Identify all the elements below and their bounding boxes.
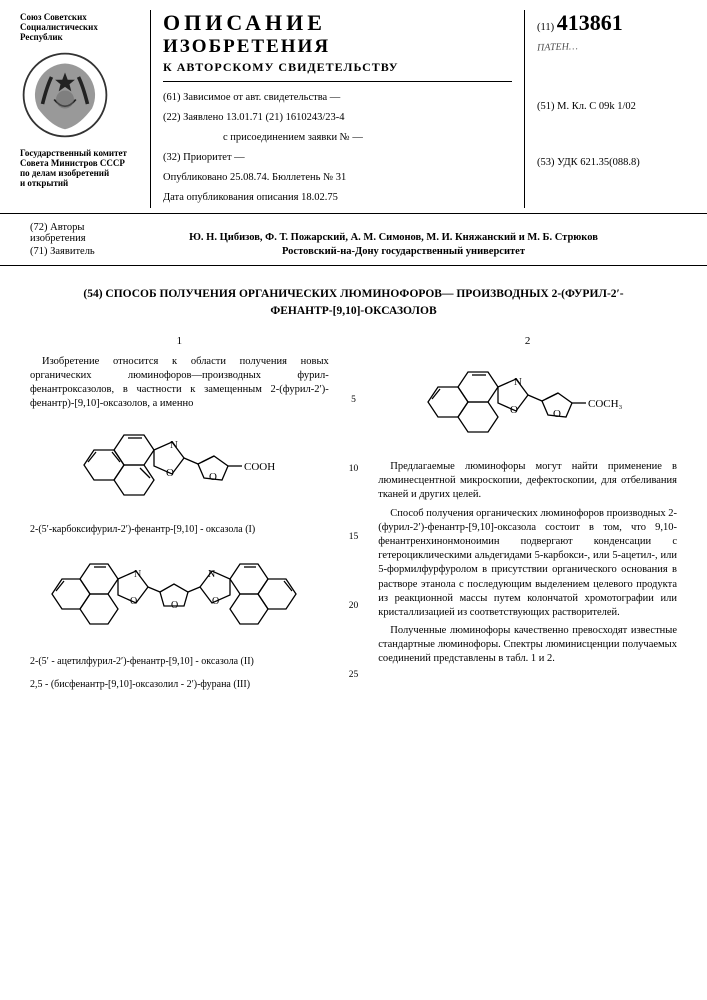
line-number: 15 bbox=[349, 531, 359, 544]
committee-line: Государственный комитет bbox=[20, 148, 150, 158]
label-72: (72) Авторы bbox=[30, 222, 110, 233]
issuer-line: Республик bbox=[20, 32, 150, 42]
compound-label-I: 2-(5′-карбоксифурил-2′)-фенантр-[9,10] -… bbox=[30, 523, 329, 537]
issuer-line: Союз Советских bbox=[20, 12, 150, 22]
line-number: 20 bbox=[349, 600, 359, 613]
classification-column: (11) 413861 ПАТЕН… (51) М. Кл. C 09k 1/0… bbox=[525, 10, 687, 208]
ussr-emblem-icon bbox=[20, 50, 110, 140]
svg-text:N: N bbox=[514, 376, 522, 388]
field-53: (53) УДК 621.35(088.8) bbox=[537, 157, 687, 168]
svg-text:O: O bbox=[171, 600, 178, 611]
committee-line: по делам изобретений bbox=[20, 168, 150, 178]
paragraph: Полученные люминофоры качественно превос… bbox=[378, 624, 677, 667]
doc-subtitle: К АВТОРСКОМУ СВИДЕТЕЛЬСТВУ bbox=[163, 60, 512, 75]
committee-line: Совета Министров СССР bbox=[20, 158, 150, 168]
doc-title-1: ОПИСАНИЕ bbox=[163, 10, 512, 36]
body-columns: 1 Изобретение относится к области получе… bbox=[0, 334, 707, 701]
chemical-structure-II: N O O COCH₃ bbox=[378, 357, 677, 452]
formula-label-coch3: COCH₃ bbox=[588, 398, 623, 410]
formula-label-cooh: COOH bbox=[244, 461, 275, 473]
divider bbox=[163, 81, 512, 82]
svg-text:O: O bbox=[212, 596, 219, 607]
field-61: (61) Зависимое от авт. свидетельства — bbox=[163, 88, 512, 108]
doc-title-block: ОПИСАНИЕ ИЗОБРЕТЕНИЯ К АВТОРСКОМУ СВИДЕТ… bbox=[163, 10, 512, 75]
svg-text:O: O bbox=[553, 408, 561, 420]
svg-text:O: O bbox=[510, 404, 518, 416]
doc-title-2: ИЗОБРЕТЕНИЯ bbox=[163, 36, 512, 58]
svg-text:O: O bbox=[166, 467, 174, 479]
compound-label-II: 2-(5′ - ацетилфурил-2′)-фенантр-[9,10] -… bbox=[30, 655, 329, 669]
field-32: (32) Приоритет — bbox=[163, 148, 512, 168]
line-number: 10 bbox=[349, 463, 359, 476]
author-names: Ю. Н. Цибизов, Ф. Т. Пожарский, А. М. Си… bbox=[110, 222, 677, 244]
header: Союз Советских Социалистических Республи… bbox=[0, 0, 707, 214]
svg-text:O: O bbox=[209, 471, 217, 483]
invention-title: (54) СПОСОБ ПОЛУЧЕНИЯ ОРГАНИЧЕСКИХ ЛЮМИН… bbox=[0, 266, 707, 335]
label-72b: изобретения bbox=[30, 233, 110, 244]
paragraph: Предлагаемые люминофоры могут найти прим… bbox=[378, 460, 677, 503]
line-number: 25 bbox=[349, 669, 359, 682]
title-column: ОПИСАНИЕ ИЗОБРЕТЕНИЯ К АВТОРСКОМУ СВИДЕТ… bbox=[150, 10, 525, 208]
paragraph: Изобретение относится к области получени… bbox=[30, 355, 329, 412]
col-number: 1 bbox=[30, 334, 329, 349]
bibliographic-data: (61) Зависимое от авт. свидетельства — (… bbox=[163, 88, 512, 208]
field-pubdate: Дата опубликования описания 18.02.75 bbox=[163, 188, 512, 208]
field-publication: Опубликовано 25.08.74. Бюллетень № 31 bbox=[163, 168, 512, 188]
applicant-name: Ростовский-на-Дону государственный униве… bbox=[130, 246, 677, 257]
field-51: (51) М. Кл. C 09k 1/02 bbox=[537, 101, 687, 112]
svg-text:N: N bbox=[208, 569, 215, 580]
chemical-structure-I: N O O COOH bbox=[30, 420, 329, 515]
line-number: 5 bbox=[351, 394, 356, 407]
patent-number: 413861 bbox=[557, 10, 623, 35]
paragraph: Способ получения органических люминофоро… bbox=[378, 507, 677, 620]
column-2: 2 N O O bbox=[378, 334, 677, 701]
svg-text:N: N bbox=[134, 569, 141, 580]
label-71: (71) Заявитель bbox=[30, 246, 130, 257]
authors-block: (72) Авторы изобретения Ю. Н. Цибизов, Ф… bbox=[0, 214, 707, 266]
line-number-gutter: 5 10 15 20 25 bbox=[349, 334, 359, 701]
svg-text:N: N bbox=[170, 439, 178, 451]
issuer-column: Союз Советских Социалистических Республи… bbox=[20, 10, 150, 208]
field-attachment: с присоединением заявки № — bbox=[163, 128, 512, 148]
patent-number-row: (11) 413861 bbox=[537, 10, 687, 36]
patent-page: Союз Советских Социалистических Республи… bbox=[0, 0, 707, 1000]
committee-line: и открытий bbox=[20, 178, 150, 188]
col-number: 2 bbox=[378, 334, 677, 349]
svg-text:O: O bbox=[130, 596, 137, 607]
field-11-label: (11) bbox=[537, 22, 554, 33]
field-22: (22) Заявлено 13.01.71 (21) 1610243/23-4 bbox=[163, 108, 512, 128]
column-1: 1 Изобретение относится к области получе… bbox=[30, 334, 329, 701]
compound-label-III: 2,5 - (бисфенантр-[9,10]-оксазолил - 2′)… bbox=[30, 678, 329, 692]
chemical-structure-III: N O O N O bbox=[30, 546, 329, 646]
issuer-line: Социалистических bbox=[20, 22, 150, 32]
